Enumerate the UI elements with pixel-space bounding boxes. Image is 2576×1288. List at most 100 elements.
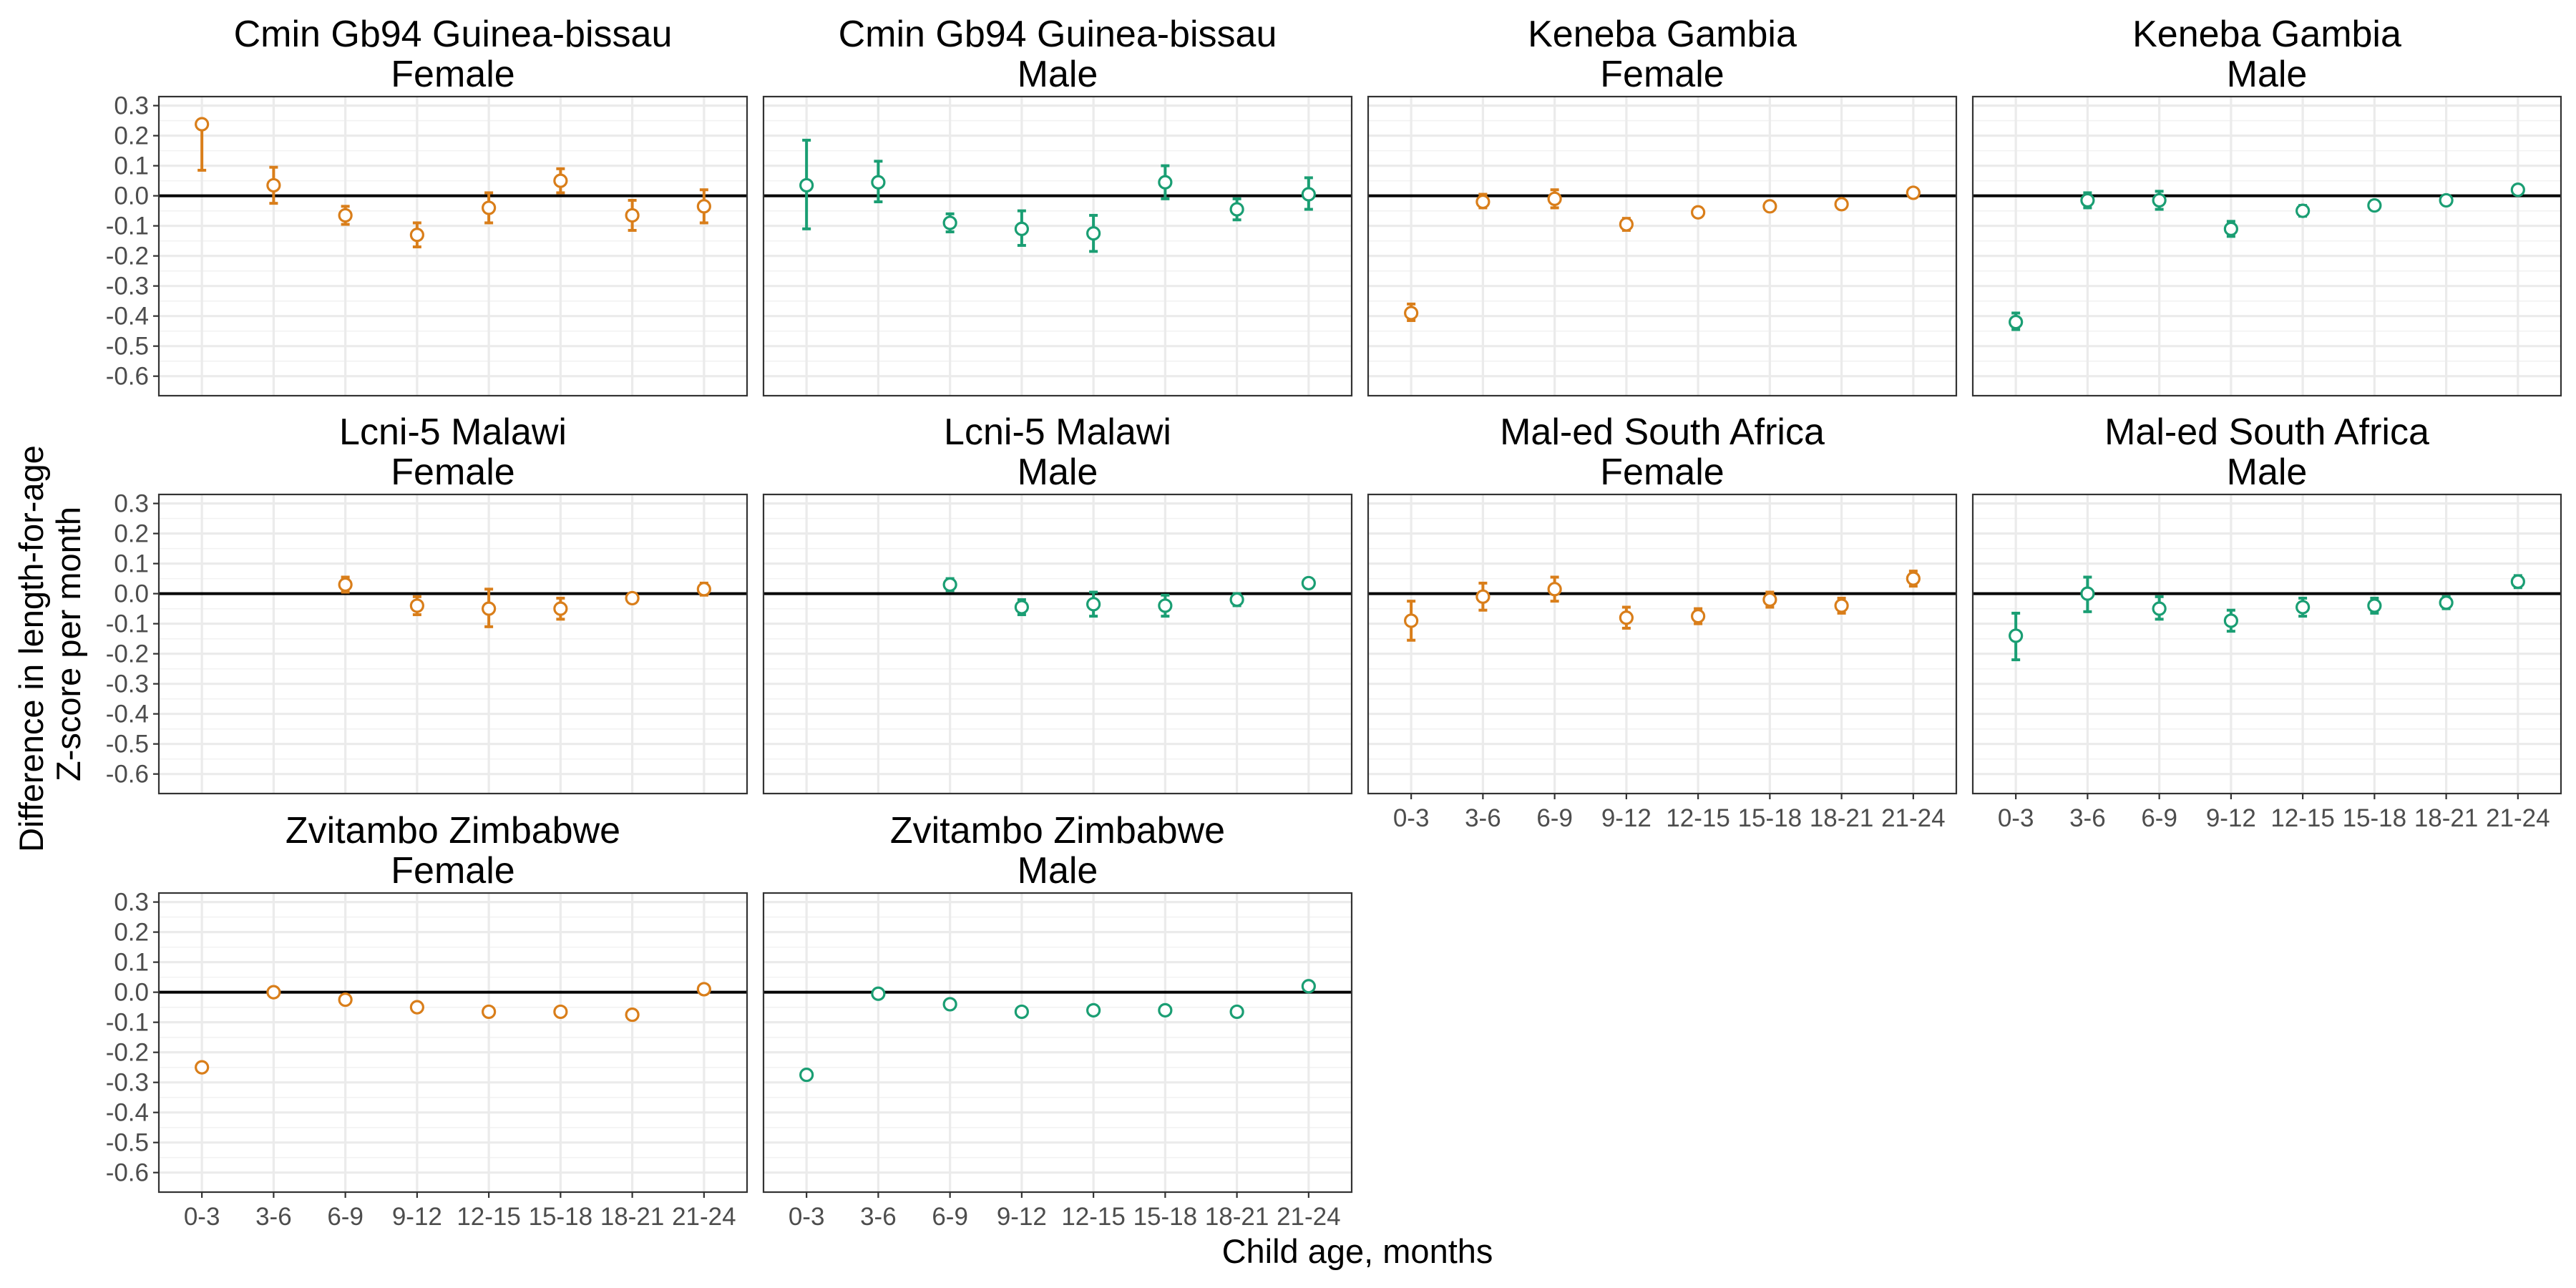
x-tick-label: 3-6 [1465,804,1501,832]
data-point [1475,589,1491,604]
data-point [2439,595,2454,610]
data-point [1691,205,1706,220]
x-tick-label: 21-24 [2486,804,2550,832]
data-point [338,577,353,592]
panel-background [159,494,747,794]
panel-title-line-2: Male [1018,452,1098,493]
data-point [2223,221,2238,236]
data-point [1906,185,1921,200]
x-tick-label: 15-18 [529,1203,593,1231]
data-point [1762,199,1777,214]
x-tick-label: 0-3 [1998,804,2034,832]
panel-title-line-2: Male [2227,54,2308,95]
x-tick-label: 0-3 [789,1203,825,1231]
panel-border [157,493,748,795]
y-tick-label: -0.2 [106,640,149,668]
data-point [2080,192,2095,208]
panel-title-line-1: Mal-ed South Africa [2104,411,2429,453]
data-point [2367,598,2382,613]
panel-title-line-1: Zvitambo Zimbabwe [890,810,1225,852]
data-point [1158,598,1173,613]
x-tick-label: 15-18 [1133,1203,1198,1231]
panel-border [762,493,1353,795]
x-tick-label: 18-21 [600,1203,665,1231]
data-point [1547,582,1562,597]
x-tick-label: 3-6 [2069,804,2106,832]
data-point [799,1068,814,1083]
x-tick-label: 12-15 [1666,804,1730,832]
panel-9: Zvitambo ZimbabweFemale0.30.20.10.0-0.1-… [106,810,748,1231]
y-tick-label: -0.5 [106,731,149,758]
y-tick-label: 0.1 [114,949,149,977]
data-point [553,601,568,616]
data-point [2296,600,2311,615]
x-tick-label: 12-15 [1061,1203,1126,1231]
x-tick-label: 21-24 [672,1203,736,1231]
data-point [2009,314,2024,330]
y-tick-label: -0.3 [106,273,149,301]
data-point [266,985,281,1000]
data-point [2296,203,2311,218]
data-point [553,173,568,188]
data-point [1229,592,1244,608]
y-tick-label: -0.6 [106,761,149,789]
y-tick-label: -0.6 [106,1159,149,1187]
data-point [799,177,814,193]
panel-background [159,893,747,1192]
panel-border [157,892,748,1194]
panel-border [1367,95,1958,397]
y-axis-title-line-1: Difference in length-for-age [12,445,50,852]
y-tick-label: -0.1 [106,213,149,240]
panel-title-line-2: Female [391,452,514,493]
data-point [942,215,957,230]
data-point [1906,571,1921,586]
panel-background [763,97,1352,396]
data-point [1014,600,1029,615]
data-point [195,1060,210,1075]
data-point [625,208,640,223]
data-point [696,982,711,997]
x-tick-label: 21-24 [1881,804,1946,832]
data-point [2223,613,2238,628]
panel-background [1368,494,1956,794]
y-tick-label: 0.1 [114,550,149,578]
panel-border [762,95,1353,397]
y-tick-label: -0.5 [106,333,149,361]
panel-border [1971,493,2562,795]
data-point [482,1004,497,1020]
x-tick-label: 18-21 [1205,1203,1269,1231]
data-point [1301,979,1316,994]
y-tick-label: 0.2 [114,919,149,947]
x-tick-label: 9-12 [997,1203,1047,1231]
panel-title-line-1: Mal-ed South Africa [1500,411,1825,453]
x-tick-label: 6-9 [932,1203,968,1231]
y-tick-label: 0.0 [114,979,149,1007]
data-point [1834,197,1849,212]
panel-border [1971,95,2562,397]
data-point [553,1004,568,1020]
x-tick-label: 15-18 [1738,804,1802,832]
data-point [1014,1004,1029,1020]
y-tick-label: -0.3 [106,1069,149,1097]
data-point [1619,217,1634,232]
data-point [1762,592,1777,608]
panel-title-line-2: Male [1018,850,1098,892]
y-tick-label: 0.3 [114,92,149,120]
data-point [1086,1002,1101,1018]
panel-background [1973,97,2561,396]
panel-background [1368,97,1956,396]
data-point [409,1000,424,1015]
data-point [871,175,886,190]
panel-title-line-2: Female [1600,54,1724,95]
y-tick-label: -0.6 [106,363,149,391]
y-tick-label: -0.4 [106,701,149,728]
data-point [942,997,957,1012]
y-tick-label: 0.0 [114,580,149,608]
y-axis-title-line-2: Z-score per month [49,507,87,781]
data-point [338,208,353,223]
panel-background [763,494,1352,794]
